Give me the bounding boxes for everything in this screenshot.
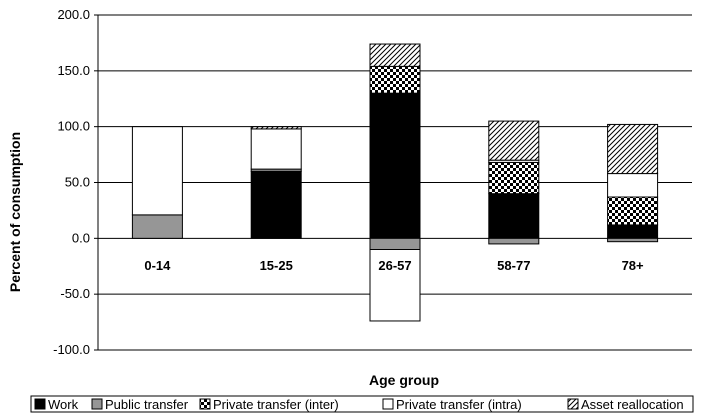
bar-asset-reallocation-58-77 [488,120,540,161]
bar-private-transfer-intra-26-57 [369,249,421,322]
bar-public-transfer-0-14 [131,214,183,239]
x-axis-title: Age group [369,372,439,388]
legend-label-public-transfer: Public transfer [105,397,189,412]
bar-private-transfer-intra-78 [607,173,659,198]
category-labels: 0-14 15-25 26-57 58-77 78+ [144,258,644,273]
bar-work-58-77 [488,193,540,239]
legend: Work Public transfer Private transfer (int… [30,395,694,413]
bar-public-transfer-26-57 [369,237,421,250]
legend-label-private-transfer-inter: Private transfer (inter) [213,397,339,412]
y-tick-label: -50.0 [60,286,90,301]
legend-swatch-private-transfer-inter [199,398,211,410]
category-label: 78+ [622,258,644,273]
category-label: 26-57 [378,258,411,273]
y-axis-title: Percent of consumption [7,132,23,292]
y-tick-label: 100.0 [57,119,90,134]
y-tick-label: -100.0 [53,342,90,357]
category-label: 15-25 [260,258,293,273]
legend-label-private-transfer-intra: Private transfer (intra) [396,397,522,412]
legend-swatch-private-transfer-intra [382,398,394,410]
y-tick-label: 0.0 [72,230,90,245]
bar-work-15-25 [250,170,302,239]
bar-public-transfer-58-77 [488,237,540,245]
legend-swatch-work [34,398,46,410]
bar-private-transfer-inter-26-57 [369,65,421,94]
bar-private-transfer-intra-15-25 [250,128,302,170]
y-tick-label: 150.0 [57,63,90,78]
plot-area: -100.0 -50.0 0.0 50.0 100.0 150.0 200.0 [53,7,692,357]
bar-public-transfer-78 [607,237,659,243]
legend-label-work: Work [48,397,79,412]
bar-private-transfer-intra-0-14 [131,126,183,216]
legend-label-asset-reallocation: Asset reallocation [581,397,684,412]
category-label: 0-14 [144,258,171,273]
category-label: 58-77 [497,258,530,273]
bar-asset-reallocation-26-57 [369,43,421,67]
bar-work-26-57 [369,92,421,239]
bar-asset-reallocation-15-25 [250,126,302,130]
bars [131,43,659,322]
y-tick-label: 50.0 [65,175,90,190]
bar-work-78 [607,224,659,239]
bar-asset-reallocation-78 [607,123,659,175]
legend-box [30,395,694,413]
y-axis: -100.0 -50.0 0.0 50.0 100.0 150.0 200.0 [53,7,99,357]
legend-swatch-public-transfer [91,398,103,410]
legend-swatch-asset-reallocation [567,398,579,410]
y-tick-label: 200.0 [57,7,90,22]
bar-private-transfer-inter-58-77 [488,161,540,195]
bar-private-transfer-inter-78 [607,196,659,226]
